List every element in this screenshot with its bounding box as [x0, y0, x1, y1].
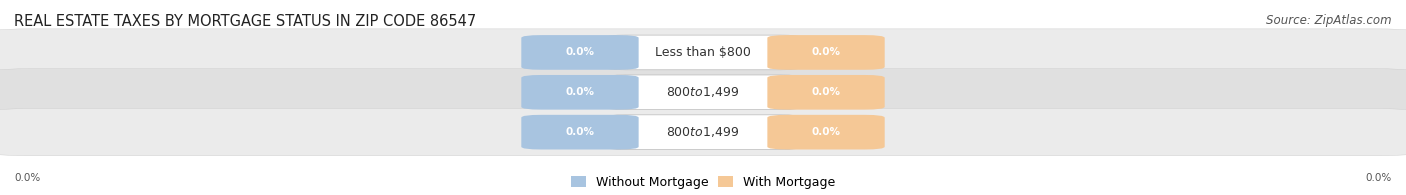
Text: $800 to $1,499: $800 to $1,499 [666, 85, 740, 99]
Text: 0.0%: 0.0% [565, 87, 595, 97]
Text: 0.0%: 0.0% [811, 127, 841, 137]
Text: 0.0%: 0.0% [14, 173, 41, 183]
Text: 0.0%: 0.0% [1365, 173, 1392, 183]
Text: REAL ESTATE TAXES BY MORTGAGE STATUS IN ZIP CODE 86547: REAL ESTATE TAXES BY MORTGAGE STATUS IN … [14, 14, 477, 29]
Text: 0.0%: 0.0% [565, 47, 595, 58]
Text: $800 to $1,499: $800 to $1,499 [666, 125, 740, 139]
Text: Less than $800: Less than $800 [655, 46, 751, 59]
Text: Source: ZipAtlas.com: Source: ZipAtlas.com [1267, 14, 1392, 27]
Legend: Without Mortgage, With Mortgage: Without Mortgage, With Mortgage [571, 176, 835, 189]
Text: 0.0%: 0.0% [565, 127, 595, 137]
Text: 0.0%: 0.0% [811, 47, 841, 58]
Text: 0.0%: 0.0% [811, 87, 841, 97]
